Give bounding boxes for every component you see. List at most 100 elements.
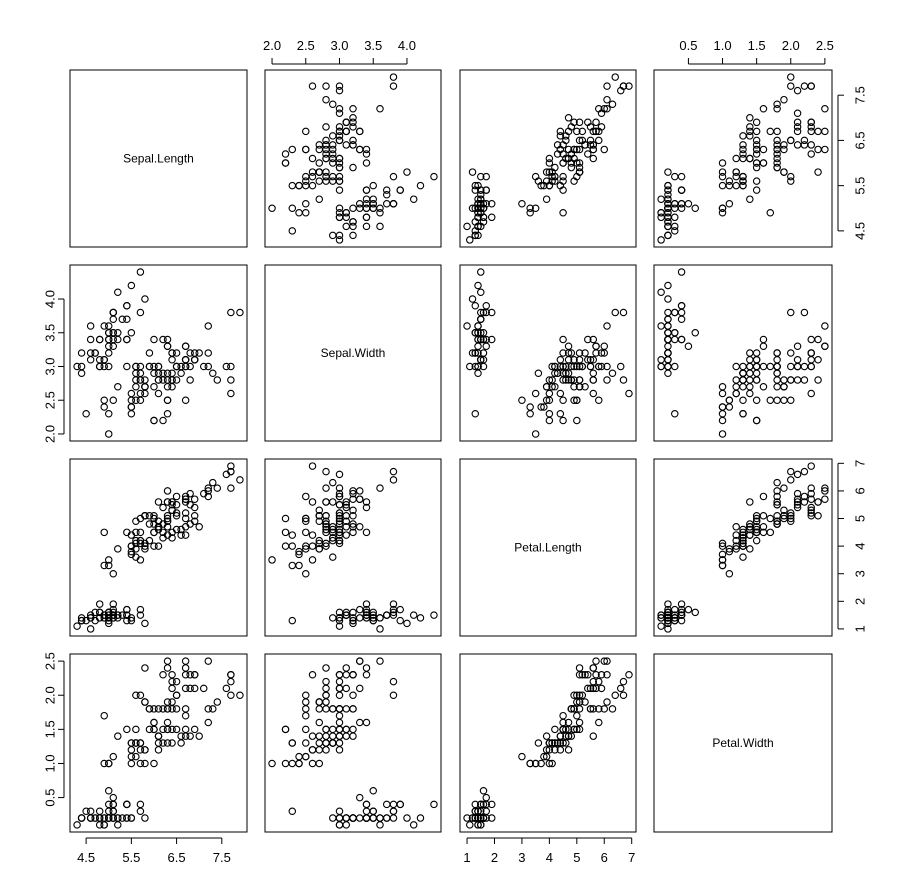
data-point bbox=[725, 177, 734, 185]
data-point bbox=[335, 691, 344, 699]
data-point bbox=[545, 159, 554, 167]
data-point bbox=[553, 150, 562, 158]
data-point bbox=[807, 127, 815, 136]
panels-layer: Sepal.Length Sepal.Width Petal.Length Petal… bbox=[69, 69, 833, 833]
panel-r2-c1 bbox=[69, 264, 248, 442]
data-point bbox=[127, 752, 136, 761]
data-point bbox=[793, 362, 802, 371]
data-point bbox=[349, 732, 357, 740]
data-point bbox=[718, 159, 727, 167]
data-point bbox=[123, 302, 131, 310]
data-point bbox=[664, 369, 672, 377]
data-point bbox=[556, 127, 565, 136]
data-point bbox=[725, 181, 734, 190]
data-point bbox=[471, 362, 480, 371]
data-point bbox=[559, 711, 567, 720]
data-point bbox=[526, 209, 534, 217]
data-point bbox=[540, 181, 548, 190]
data-point bbox=[209, 369, 217, 377]
data-point bbox=[471, 231, 480, 240]
data-point bbox=[389, 807, 398, 815]
data-point bbox=[281, 150, 290, 158]
data-point bbox=[355, 614, 364, 622]
data-point bbox=[335, 470, 344, 479]
data-point bbox=[746, 349, 754, 357]
data-point bbox=[362, 213, 371, 222]
data-point bbox=[664, 281, 672, 290]
data-point bbox=[190, 355, 199, 364]
data-point bbox=[159, 534, 167, 542]
data-point bbox=[581, 382, 589, 391]
data-point bbox=[104, 616, 113, 625]
data-point bbox=[104, 329, 113, 337]
data-point bbox=[355, 605, 364, 614]
data-point bbox=[545, 746, 554, 754]
data-point bbox=[548, 172, 556, 181]
tick-label: 3.5 bbox=[43, 324, 58, 342]
data-point bbox=[335, 86, 344, 95]
data-point bbox=[322, 172, 330, 181]
data-point bbox=[603, 362, 611, 371]
data-point bbox=[104, 614, 113, 622]
data-point bbox=[190, 671, 199, 679]
data-point bbox=[540, 752, 548, 761]
data-point bbox=[752, 159, 761, 167]
data-point bbox=[556, 362, 565, 371]
data-point bbox=[329, 159, 337, 167]
tick-label: 1.0 bbox=[713, 38, 731, 53]
data-point bbox=[204, 362, 213, 371]
data-point bbox=[559, 739, 567, 747]
data-point bbox=[369, 204, 377, 213]
data-point bbox=[302, 545, 310, 553]
data-point bbox=[100, 759, 108, 768]
data-point bbox=[821, 487, 829, 495]
data-point bbox=[732, 154, 740, 163]
data-point bbox=[657, 195, 665, 203]
data-point bbox=[592, 127, 600, 136]
data-point bbox=[362, 145, 371, 154]
panel-frame bbox=[264, 653, 442, 833]
data-point bbox=[780, 484, 788, 492]
data-point bbox=[199, 684, 208, 693]
data-point bbox=[664, 605, 672, 614]
data-point bbox=[564, 746, 573, 754]
data-point bbox=[474, 222, 482, 231]
data-point bbox=[787, 396, 795, 404]
data-point bbox=[691, 329, 699, 337]
data-point bbox=[150, 759, 158, 768]
data-point bbox=[281, 725, 290, 734]
data-point bbox=[382, 199, 391, 208]
data-point bbox=[315, 536, 324, 545]
data-point bbox=[349, 671, 357, 679]
data-point bbox=[526, 759, 534, 768]
data-point bbox=[586, 355, 595, 364]
data-point bbox=[376, 657, 384, 665]
data-point bbox=[564, 114, 573, 122]
data-point bbox=[302, 177, 310, 185]
data-point bbox=[172, 725, 181, 734]
data-point bbox=[773, 500, 781, 509]
data-point bbox=[136, 739, 145, 747]
top-axis-petal-width: 0.5 1.0 1.5 2.0 2.5 bbox=[679, 38, 834, 65]
data-point bbox=[342, 531, 350, 539]
data-point bbox=[773, 478, 781, 487]
data-point bbox=[793, 495, 802, 503]
data-point bbox=[534, 369, 543, 377]
data-point bbox=[545, 181, 554, 190]
data-point bbox=[335, 684, 344, 693]
tick-label: 3 bbox=[853, 570, 868, 577]
data-point bbox=[814, 355, 822, 364]
data-point bbox=[396, 186, 404, 194]
data-point bbox=[109, 752, 118, 761]
data-point bbox=[123, 800, 131, 809]
data-point bbox=[172, 376, 181, 384]
data-point bbox=[409, 611, 418, 619]
data-point bbox=[104, 409, 113, 418]
data-point bbox=[482, 308, 490, 317]
data-point bbox=[389, 82, 398, 90]
data-point bbox=[355, 718, 364, 727]
data-point bbox=[567, 705, 576, 713]
data-point bbox=[308, 746, 317, 754]
data-point bbox=[677, 199, 686, 208]
data-point bbox=[104, 807, 113, 815]
